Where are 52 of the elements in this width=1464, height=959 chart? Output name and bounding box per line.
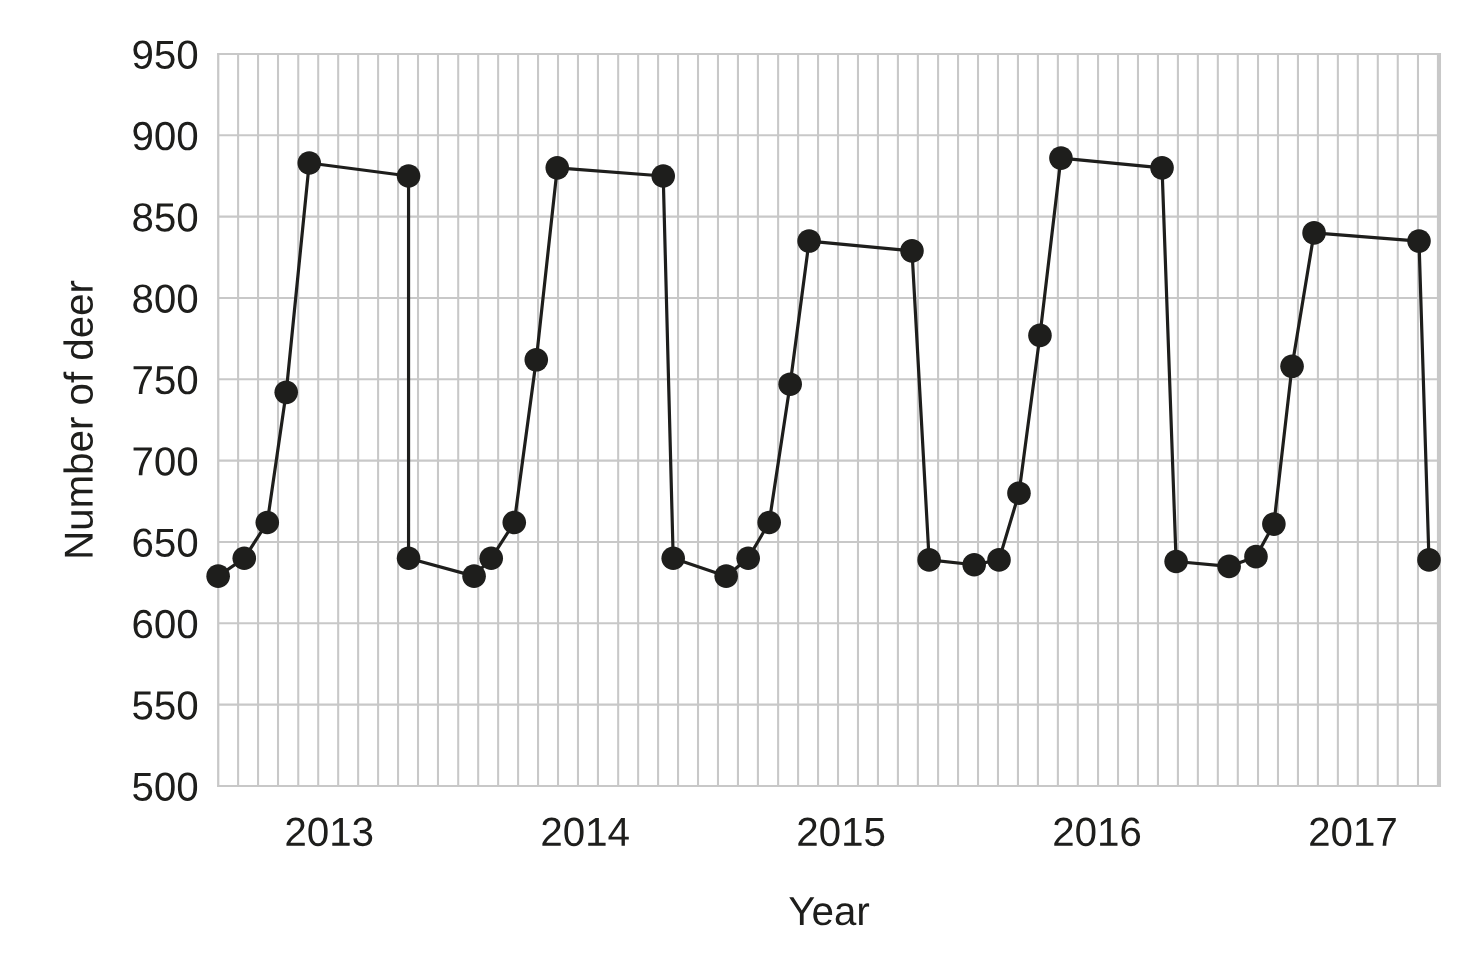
point bbox=[479, 546, 504, 571]
point bbox=[1049, 146, 1073, 170]
y-tick-label: 700 bbox=[133, 447, 198, 476]
point bbox=[651, 164, 676, 188]
point bbox=[1244, 544, 1268, 569]
point bbox=[524, 348, 549, 372]
point bbox=[1280, 354, 1304, 379]
point bbox=[396, 546, 421, 571]
x-tick-label: 2014 bbox=[542, 817, 629, 847]
x-tick-label: 2013 bbox=[286, 817, 373, 847]
y-tick-label: 550 bbox=[133, 691, 198, 720]
x-tick-label: 2015 bbox=[798, 817, 885, 847]
point bbox=[778, 372, 802, 397]
point bbox=[714, 564, 738, 588]
point bbox=[502, 510, 527, 535]
y-tick-label: 900 bbox=[133, 121, 198, 151]
y-tick-label: 850 bbox=[133, 203, 198, 232]
point bbox=[1302, 221, 1326, 245]
x-tick-label: 2016 bbox=[1054, 817, 1141, 847]
point bbox=[1028, 323, 1052, 348]
y-axis-title: Number of deer bbox=[63, 280, 93, 557]
y-tick-label: 600 bbox=[133, 609, 198, 639]
point bbox=[1164, 549, 1188, 574]
point bbox=[462, 564, 486, 588]
point bbox=[962, 552, 986, 577]
point bbox=[661, 546, 685, 571]
point bbox=[396, 164, 421, 188]
point bbox=[797, 229, 821, 253]
point bbox=[1262, 512, 1286, 536]
x-tick-label: 2017 bbox=[1310, 817, 1396, 847]
point bbox=[987, 548, 1011, 572]
point bbox=[1417, 548, 1441, 572]
y-tick-label: 650 bbox=[133, 528, 198, 557]
point bbox=[900, 239, 924, 263]
point bbox=[1217, 554, 1241, 579]
y-tick-label: 950 bbox=[133, 40, 198, 69]
y-tick-label: 500 bbox=[133, 772, 198, 801]
y-tick-label: 750 bbox=[133, 365, 198, 395]
point bbox=[232, 546, 257, 571]
point bbox=[255, 510, 280, 535]
point bbox=[1007, 481, 1031, 505]
point bbox=[206, 564, 230, 588]
point bbox=[274, 380, 299, 405]
point bbox=[297, 151, 322, 175]
y-tick-label: 800 bbox=[133, 284, 198, 313]
point bbox=[1407, 229, 1431, 253]
point bbox=[545, 156, 570, 180]
point bbox=[1150, 156, 1174, 180]
point bbox=[736, 546, 760, 571]
x-axis-title: Year bbox=[789, 897, 870, 926]
point bbox=[917, 548, 941, 572]
point bbox=[757, 510, 781, 535]
